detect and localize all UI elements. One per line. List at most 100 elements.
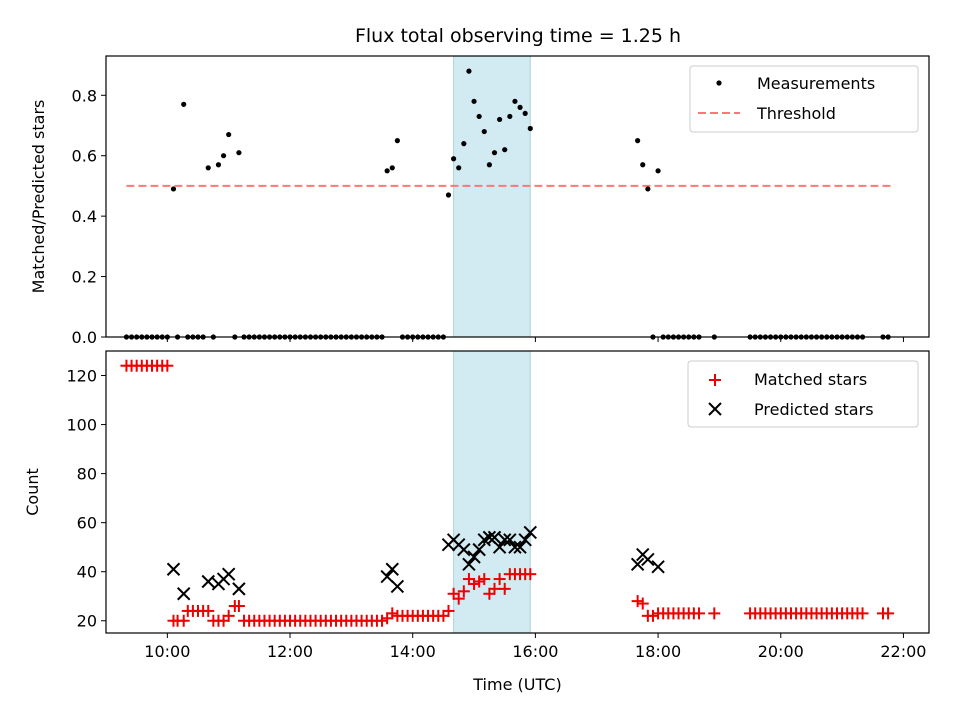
predicted-point [641, 552, 655, 567]
y-tick-label: 0.4 [72, 207, 97, 226]
measurement-point [205, 165, 211, 171]
matched-point [161, 359, 174, 372]
bottom-axis-ticks: 10:00 12:00 14:00 16:00 18:00 20:00 22:00 20 40 6… [66, 367, 926, 661]
matched-point [478, 573, 491, 586]
y-tick-label: 0.2 [72, 268, 97, 287]
y-tick-label: 0.0 [72, 328, 97, 347]
measurement-point [640, 162, 646, 168]
matched-points [120, 359, 895, 627]
top-axes-frame [105, 55, 930, 338]
predicted-point [508, 540, 522, 554]
measurement-point [456, 165, 462, 171]
measurement-point [486, 162, 492, 168]
predicted-point [176, 587, 191, 601]
measurement-point [645, 186, 651, 192]
measurement-point [527, 125, 533, 132]
matched-point [386, 607, 399, 620]
measurement-point [481, 128, 487, 135]
measurement-point [522, 110, 528, 117]
top-axis-ticks: 0.0 0.2 0.4 0.6 0.8 [72, 86, 904, 347]
measurement-point [181, 101, 187, 107]
measurement-point [471, 98, 477, 104]
bottom-legend-box [687, 360, 919, 428]
measurement-point [389, 165, 395, 171]
measurement-point [170, 186, 177, 192]
measurement-point [451, 156, 457, 162]
matched-point [457, 585, 470, 598]
predicted-point [503, 533, 517, 547]
y-tick-label: 40 [77, 563, 97, 582]
matched-point [631, 595, 644, 608]
measurement-point [445, 192, 452, 198]
top-legend: Measurements Threshold [689, 65, 919, 133]
predicted-point [232, 582, 246, 596]
predicted-point [201, 574, 215, 589]
measurement-point [497, 116, 503, 123]
predicted-point [390, 579, 405, 594]
predicted-point [651, 560, 665, 574]
predicted-point [513, 540, 527, 554]
x-tick-label: 22:00 [880, 642, 926, 661]
predicted-point [523, 525, 537, 540]
measurement-point [236, 150, 242, 156]
matched-point [177, 614, 190, 627]
predicted-point [472, 542, 486, 557]
top-y-axis-label: Matched/Predicted stars [29, 100, 48, 294]
y-tick-label: 100 [66, 416, 97, 435]
predicted-point [385, 562, 399, 576]
legend-predicted-label: Predicted stars [754, 400, 874, 419]
y-tick-label: 0.8 [72, 86, 97, 105]
matched-point [222, 609, 235, 622]
chart-title: Flux total observing time = 1.25 h [355, 25, 681, 47]
predicted-point [487, 530, 502, 545]
matched-point [636, 597, 649, 610]
matched-point [524, 568, 537, 581]
x-tick-label: 10:00 [144, 642, 190, 661]
predicted-point [518, 533, 532, 547]
predicted-point [457, 542, 471, 557]
predicted-point [482, 530, 497, 545]
measurement-point [226, 131, 232, 138]
y-tick-label: 0.6 [72, 147, 97, 166]
bottom-axes-frame [105, 350, 930, 634]
top-panel: Flux total observing time = 1.25 h 0.00.… [29, 25, 930, 347]
matched-point [493, 573, 506, 586]
bottom-y-axis-label: Count [23, 468, 42, 516]
y-tick-label: 20 [77, 612, 97, 631]
measurement-point [507, 113, 513, 120]
matched-point [708, 607, 721, 620]
y-tick-label: 60 [77, 514, 97, 533]
x-tick-label: 12:00 [267, 642, 313, 661]
predicted-point [221, 567, 236, 581]
legend-measurements-label: Measurements [757, 74, 875, 93]
predicted-point [166, 562, 181, 576]
matched-point [692, 607, 705, 620]
measurement-point [461, 141, 467, 147]
matched-point [856, 607, 869, 620]
bottom-panel: 10:00 12:00 14:00 16:00 18:00 20:00 22:00 20 40 6… [23, 350, 930, 694]
measurement-point [476, 113, 482, 120]
matched-point [473, 575, 486, 588]
y-tick-label: 80 [77, 465, 97, 484]
x-tick-label: 20:00 [758, 642, 804, 661]
matched-point [442, 604, 455, 617]
measurement-point [466, 68, 472, 74]
measurement-point [512, 98, 518, 104]
predicted-point [380, 569, 394, 584]
measurement-point [491, 150, 498, 156]
measurement-point [517, 104, 523, 110]
x-axis-label: Time (UTC) [472, 675, 561, 694]
legend-measurements-marker [716, 80, 722, 86]
matched-point [376, 614, 389, 627]
predicted-point [498, 533, 512, 547]
measurement-point [384, 168, 390, 174]
measurement-point [635, 138, 641, 144]
predicted-points [166, 525, 665, 601]
matched-point [646, 609, 659, 622]
matched-point [452, 592, 465, 605]
y-tick-label: 120 [66, 367, 97, 386]
measurement-point [655, 168, 661, 174]
matched-point [498, 582, 511, 595]
measurement-point [220, 153, 227, 159]
